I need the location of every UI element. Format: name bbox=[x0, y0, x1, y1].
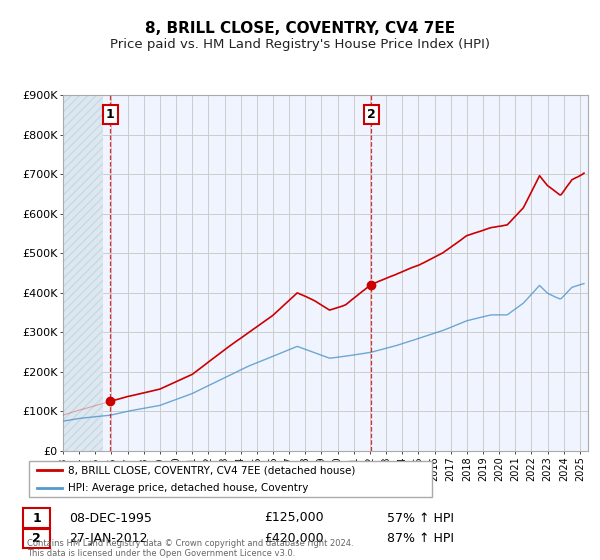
Text: Contains HM Land Registry data © Crown copyright and database right 2024.
This d: Contains HM Land Registry data © Crown c… bbox=[27, 539, 353, 558]
Text: 08-DEC-1995: 08-DEC-1995 bbox=[69, 511, 152, 525]
Text: £125,000: £125,000 bbox=[264, 511, 323, 525]
Text: 2: 2 bbox=[32, 531, 41, 545]
FancyBboxPatch shape bbox=[29, 461, 432, 497]
Text: 57% ↑ HPI: 57% ↑ HPI bbox=[387, 511, 454, 525]
Text: 87% ↑ HPI: 87% ↑ HPI bbox=[387, 531, 454, 545]
Text: 1: 1 bbox=[32, 511, 41, 525]
Text: 2: 2 bbox=[367, 108, 376, 120]
Text: 1: 1 bbox=[106, 108, 115, 120]
Text: 8, BRILL CLOSE, COVENTRY, CV4 7EE: 8, BRILL CLOSE, COVENTRY, CV4 7EE bbox=[145, 21, 455, 36]
Bar bbox=[63, 95, 103, 451]
Text: 27-JAN-2012: 27-JAN-2012 bbox=[69, 531, 148, 545]
Text: HPI: Average price, detached house, Coventry: HPI: Average price, detached house, Cove… bbox=[68, 483, 308, 493]
Text: £420,000: £420,000 bbox=[264, 531, 323, 545]
Text: 8, BRILL CLOSE, COVENTRY, CV4 7EE (detached house): 8, BRILL CLOSE, COVENTRY, CV4 7EE (detac… bbox=[68, 465, 355, 475]
Text: Price paid vs. HM Land Registry's House Price Index (HPI): Price paid vs. HM Land Registry's House … bbox=[110, 38, 490, 50]
